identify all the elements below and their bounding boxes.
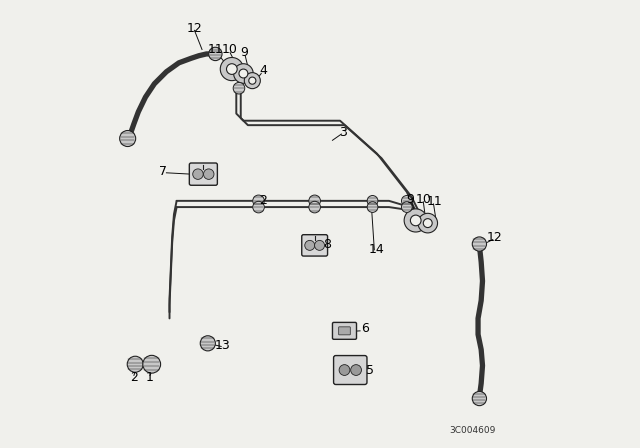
Circle shape <box>367 202 378 212</box>
Circle shape <box>200 336 216 351</box>
Text: 3: 3 <box>339 126 347 139</box>
Text: 2: 2 <box>130 371 138 384</box>
Text: 13: 13 <box>215 339 231 352</box>
Circle shape <box>315 241 324 250</box>
Circle shape <box>410 215 421 226</box>
Circle shape <box>305 241 315 250</box>
FancyBboxPatch shape <box>333 356 367 384</box>
Circle shape <box>367 195 378 206</box>
Text: 14: 14 <box>369 243 385 256</box>
Circle shape <box>227 64 237 74</box>
FancyBboxPatch shape <box>332 323 356 339</box>
Text: 8: 8 <box>323 237 331 250</box>
Circle shape <box>244 73 260 89</box>
Circle shape <box>309 195 321 207</box>
FancyBboxPatch shape <box>339 327 350 335</box>
Circle shape <box>309 201 321 213</box>
FancyBboxPatch shape <box>301 235 328 256</box>
Circle shape <box>404 209 428 232</box>
Circle shape <box>351 365 362 375</box>
Text: 11: 11 <box>427 195 443 208</box>
Text: 3C004609: 3C004609 <box>449 426 496 435</box>
Circle shape <box>204 169 214 179</box>
Text: 11: 11 <box>207 43 223 56</box>
Circle shape <box>339 365 350 375</box>
Text: 2: 2 <box>259 194 267 207</box>
Circle shape <box>233 82 244 94</box>
FancyBboxPatch shape <box>189 163 218 185</box>
Circle shape <box>239 69 248 78</box>
Circle shape <box>209 47 222 60</box>
Circle shape <box>253 195 264 207</box>
Circle shape <box>401 202 412 212</box>
Circle shape <box>253 201 264 213</box>
Circle shape <box>423 219 432 228</box>
Circle shape <box>220 57 243 81</box>
Circle shape <box>120 130 136 146</box>
Circle shape <box>401 195 412 206</box>
Text: 1: 1 <box>146 371 154 384</box>
Circle shape <box>234 64 253 83</box>
Text: 6: 6 <box>362 322 369 335</box>
Circle shape <box>193 169 204 179</box>
Text: 4: 4 <box>259 64 267 77</box>
Circle shape <box>418 213 438 233</box>
Text: 7: 7 <box>159 165 167 178</box>
Circle shape <box>249 77 256 84</box>
Circle shape <box>472 392 486 405</box>
Text: 9: 9 <box>406 193 414 206</box>
Circle shape <box>143 355 161 373</box>
Text: 5: 5 <box>366 363 374 376</box>
Text: 12: 12 <box>187 22 202 35</box>
Text: 12: 12 <box>486 231 502 244</box>
Text: 10: 10 <box>415 193 431 206</box>
Circle shape <box>127 356 143 372</box>
Text: 10: 10 <box>222 43 238 56</box>
Text: 9: 9 <box>241 46 248 59</box>
Circle shape <box>472 237 486 251</box>
